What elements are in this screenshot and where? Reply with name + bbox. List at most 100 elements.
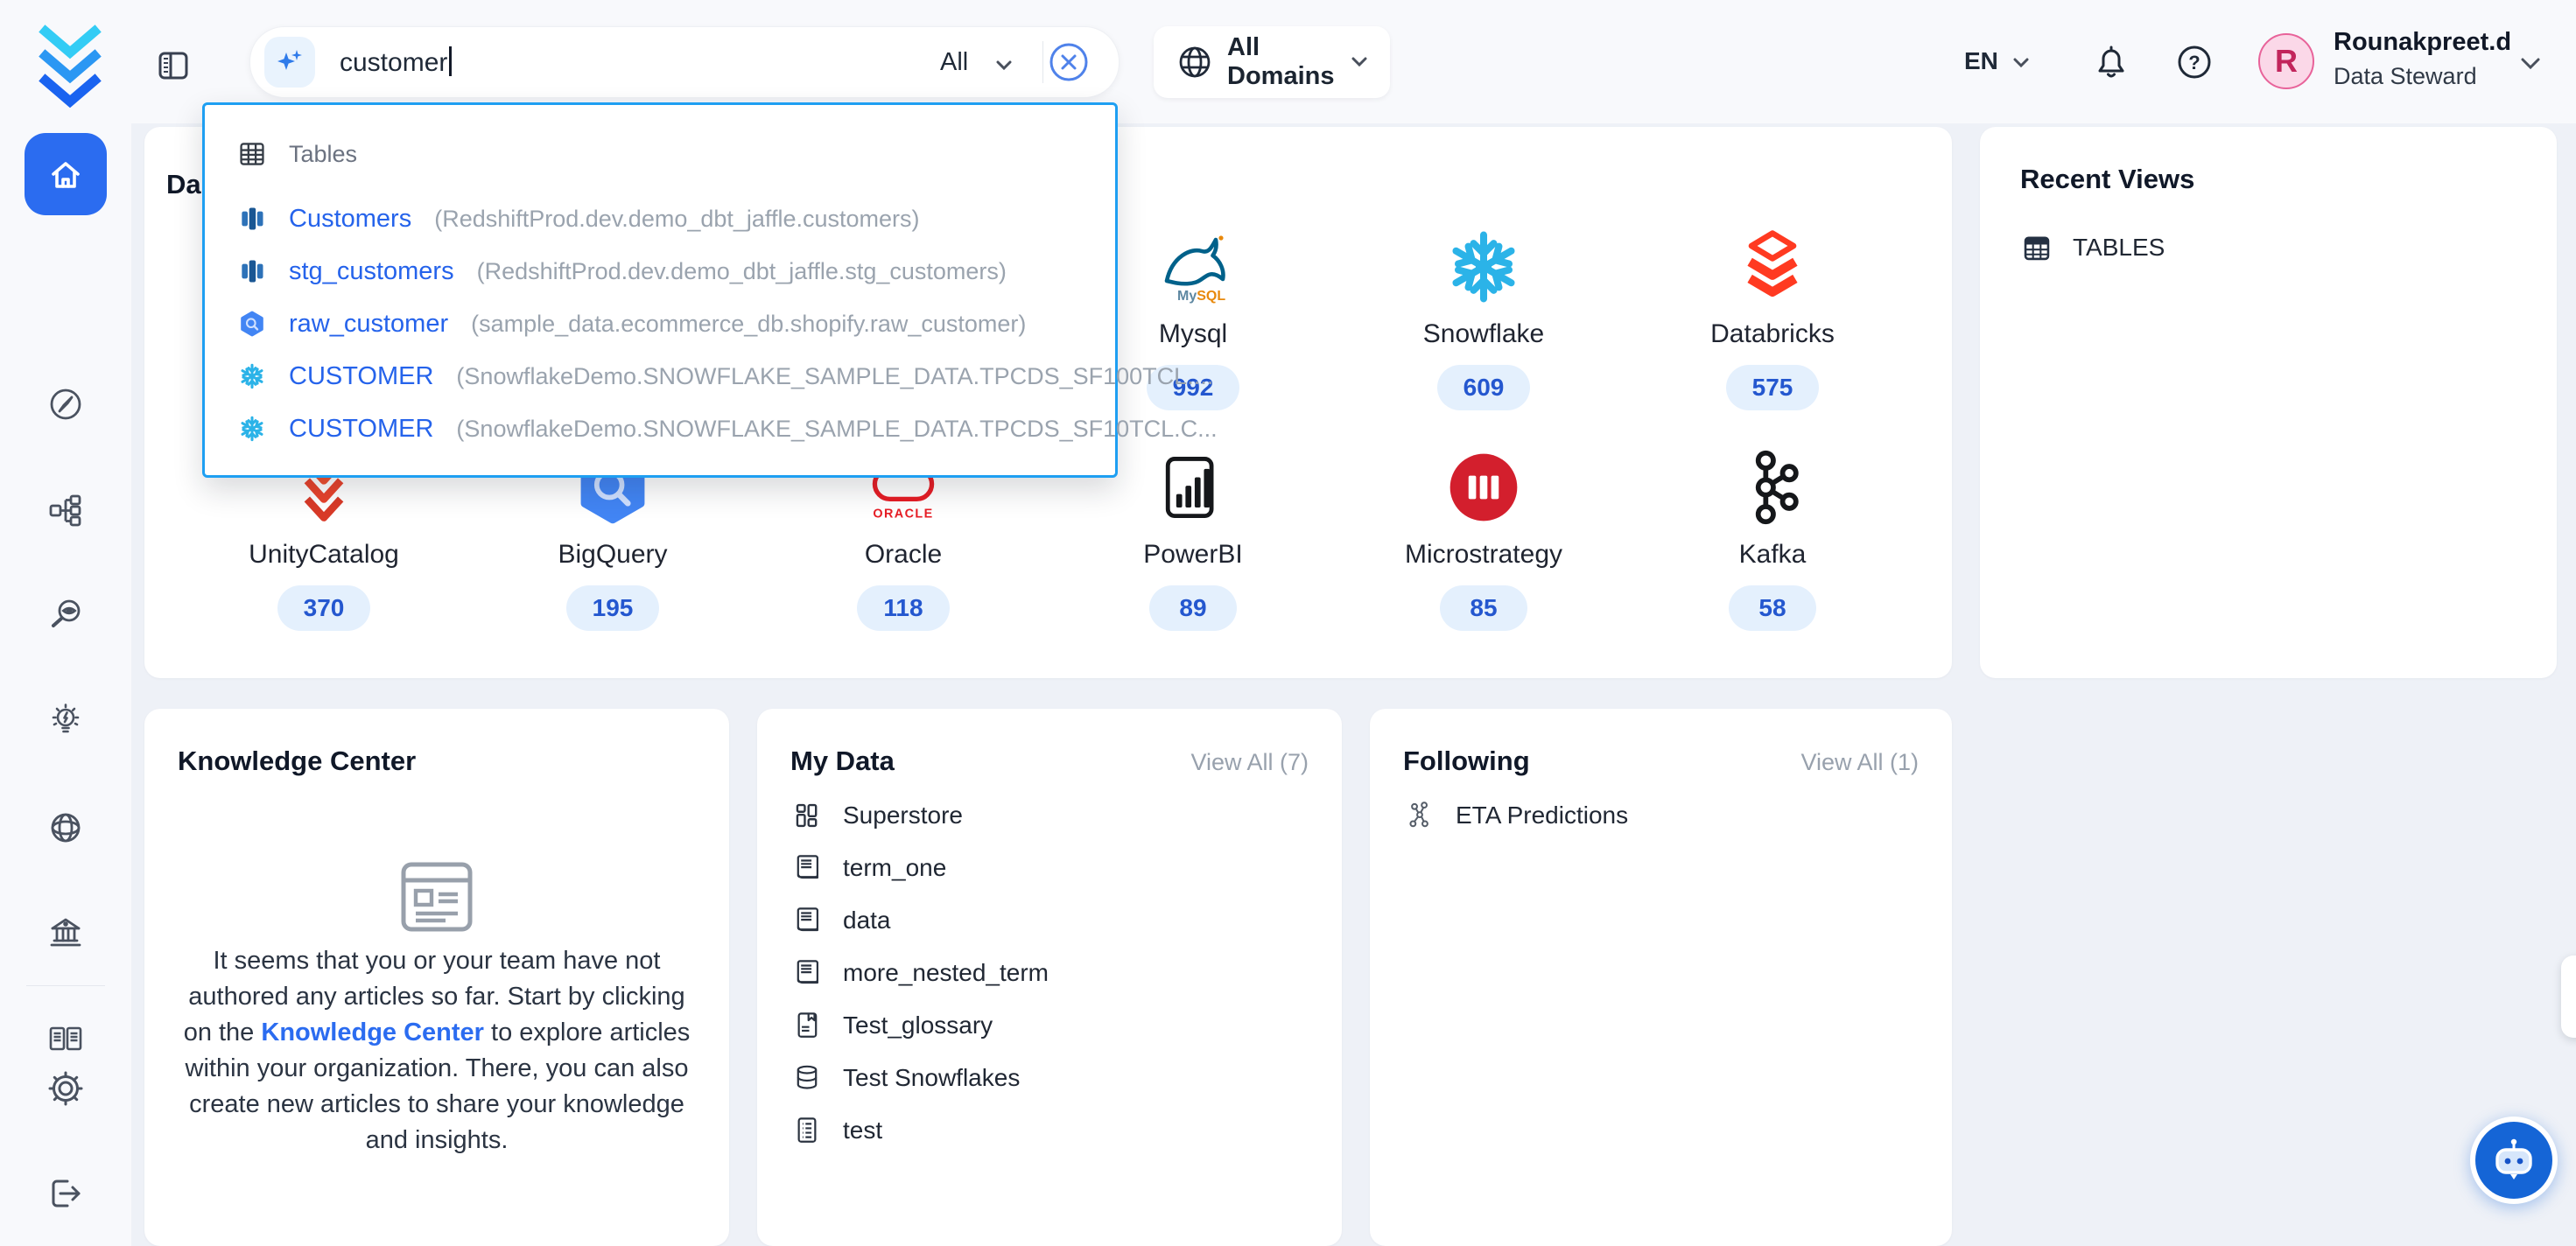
global-search-bar[interactable]: customer All — [249, 26, 1120, 98]
my-data-item[interactable]: data — [790, 894, 891, 947]
connector-tile-mysql[interactable]: MySQL Mysql 992 — [1062, 225, 1324, 410]
tile-count-badge[interactable]: 575 — [1725, 365, 1820, 410]
tile-count-badge[interactable]: 370 — [277, 585, 371, 631]
my-data-item[interactable]: Superstore — [790, 789, 963, 842]
sidebar-nav — [0, 123, 131, 1246]
my-data-item[interactable]: term_one — [790, 842, 946, 894]
glossary-icon — [790, 1009, 824, 1042]
app-logo-icon[interactable] — [35, 12, 105, 110]
my-data-item[interactable]: Test Snowflakes — [790, 1052, 1020, 1104]
knowledge-center-link[interactable]: Knowledge Center — [261, 1018, 484, 1046]
tile-label: Snowflake — [1422, 319, 1545, 348]
knowledge-center-empty-text: It seems that you or your team have not … — [174, 943, 699, 1158]
dropdown-section-tables: Tables — [238, 140, 357, 168]
sidebar-toggle-icon[interactable] — [156, 48, 191, 83]
bigquery-icon — [238, 310, 266, 338]
following-view-all[interactable]: View All (1) — [1800, 749, 1919, 775]
tile-count-badge[interactable]: 85 — [1440, 585, 1527, 631]
term-book-icon — [790, 851, 824, 885]
term-book-icon — [790, 956, 824, 990]
connector-tile-bigquery[interactable]: BigQuery 195 — [481, 445, 744, 631]
chevron-down-icon — [1351, 57, 1367, 67]
connector-tile-databricks[interactable]: Databricks 575 — [1641, 225, 1904, 410]
user-menu-chevron-icon[interactable] — [2521, 58, 2540, 70]
result-path: (sample_data.ecommerce_db.shopify.raw_cu… — [471, 310, 1027, 337]
sidebar-item-knowledge[interactable] — [46, 1019, 85, 1058]
result-name: raw_customer — [289, 309, 449, 338]
sidebar-item-domains[interactable] — [46, 808, 85, 847]
result-path: (RedshiftProd.dev.demo_dbt_jaffle.stg_cu… — [476, 257, 1007, 284]
mysql-icon: MySQL — [1151, 225, 1235, 309]
tile-label: UnityCatalog — [249, 540, 399, 569]
chatbot-button[interactable] — [2470, 1116, 2558, 1204]
database-icon — [790, 1061, 824, 1095]
following-item[interactable]: ETA Predictions — [1403, 789, 1628, 842]
sidebar-item-governance[interactable] — [46, 914, 85, 952]
tile-count-badge[interactable]: 609 — [1436, 365, 1531, 410]
tile-label: Oracle — [864, 540, 943, 569]
result-name: CUSTOMER — [289, 361, 434, 390]
svg-text:?: ? — [2188, 52, 2200, 74]
all-domains-label: All Domains — [1227, 33, 1335, 90]
all-domains-button[interactable]: All Domains — [1154, 26, 1390, 98]
search-result-customer-sf10[interactable]: CUSTOMER (SnowflakeDemo.SNOWFLAKE_SAMPLE… — [238, 402, 1218, 455]
sidebar-item-settings[interactable] — [46, 1069, 85, 1108]
dropdown-section-label: Tables — [289, 140, 358, 167]
my-data-item[interactable]: test — [790, 1104, 882, 1157]
ai-sparkle-icon[interactable] — [264, 37, 315, 88]
sidebar-item-insights[interactable] — [46, 702, 85, 740]
connector-tile-oracle[interactable]: ORACLE Oracle 118 — [772, 445, 1035, 631]
term-book-icon — [790, 904, 824, 937]
my-data-item[interactable]: Test_glossary — [790, 999, 993, 1052]
sidebar-item-logout[interactable] — [46, 1174, 85, 1213]
knowledge-center-title: Knowledge Center — [178, 746, 417, 776]
language-selector[interactable]: EN — [1964, 47, 1998, 74]
sidebar-item-discover[interactable] — [46, 595, 85, 634]
my-data-label: data — [843, 906, 891, 934]
search-input-value: customer — [340, 48, 448, 77]
connector-tile-snowflake[interactable]: Snowflake 609 — [1352, 225, 1615, 410]
data-sources-title: Da — [166, 169, 201, 200]
clear-search-icon[interactable] — [1049, 42, 1089, 82]
redshift-icon — [238, 205, 266, 233]
table-icon — [2020, 231, 2053, 264]
tile-count-badge[interactable]: 89 — [1149, 585, 1237, 631]
search-result-customers[interactable]: Customers (RedshiftProd.dev.demo_dbt_jaf… — [238, 192, 919, 245]
following-card: Following View All (1) ETA Predictions — [1370, 709, 1952, 1246]
svg-text:MySQL: MySQL — [1177, 289, 1225, 304]
tile-label: Databricks — [1710, 319, 1835, 348]
globe-icon — [1176, 44, 1213, 80]
tile-label: Mysql — [1158, 319, 1228, 348]
tile-count-badge[interactable]: 118 — [857, 585, 950, 631]
help-icon[interactable]: ? — [2176, 44, 2213, 80]
my-data-view-all[interactable]: View All (7) — [1190, 749, 1309, 775]
article-icon — [395, 859, 479, 936]
sidebar-item-home[interactable] — [25, 133, 107, 215]
tile-label: Kafka — [1738, 540, 1807, 569]
sidebar-item-explore[interactable] — [46, 385, 85, 424]
search-result-raw-customer[interactable]: raw_customer (sample_data.ecommerce_db.s… — [238, 298, 1026, 350]
search-result-stg-customers[interactable]: stg_customers (RedshiftProd.dev.demo_dbt… — [238, 245, 1007, 298]
knowledge-center-card: Knowledge Center It seems that you or yo… — [144, 709, 729, 1246]
my-data-title: My Data — [790, 746, 895, 776]
search-scope-dropdown[interactable]: All — [940, 48, 969, 76]
tile-count-badge[interactable]: 195 — [565, 585, 660, 631]
connector-tile-powerbi[interactable]: PowerBI 89 — [1062, 445, 1324, 631]
search-input[interactable]: customer — [340, 46, 453, 78]
my-data-label: Test Snowflakes — [843, 1064, 1021, 1091]
connector-tile-microstrategy[interactable]: Microstrategy 85 — [1352, 445, 1615, 631]
search-result-customer-sf100[interactable]: CUSTOMER (SnowflakeDemo.SNOWFLAKE_SAMPLE… — [238, 350, 1213, 402]
connector-tile-kafka[interactable]: Kafka 58 — [1641, 445, 1904, 631]
kc-text-after: to explore articles within your organiza… — [185, 1018, 691, 1154]
recent-view-item-tables[interactable]: TABLES — [2020, 221, 2165, 274]
notifications-bell-icon[interactable] — [2092, 42, 2130, 82]
following-label: ETA Predictions — [1456, 802, 1629, 829]
sidebar-item-lineage[interactable] — [46, 492, 85, 530]
tile-count-badge[interactable]: 58 — [1729, 585, 1816, 631]
edge-widget-tab[interactable] — [2561, 956, 2576, 1038]
avatar[interactable]: R — [2258, 33, 2314, 89]
my-data-item[interactable]: more_nested_term — [790, 947, 1049, 999]
my-data-label: Test_glossary — [843, 1012, 993, 1039]
tile-count-badge[interactable]: 992 — [1146, 365, 1240, 410]
